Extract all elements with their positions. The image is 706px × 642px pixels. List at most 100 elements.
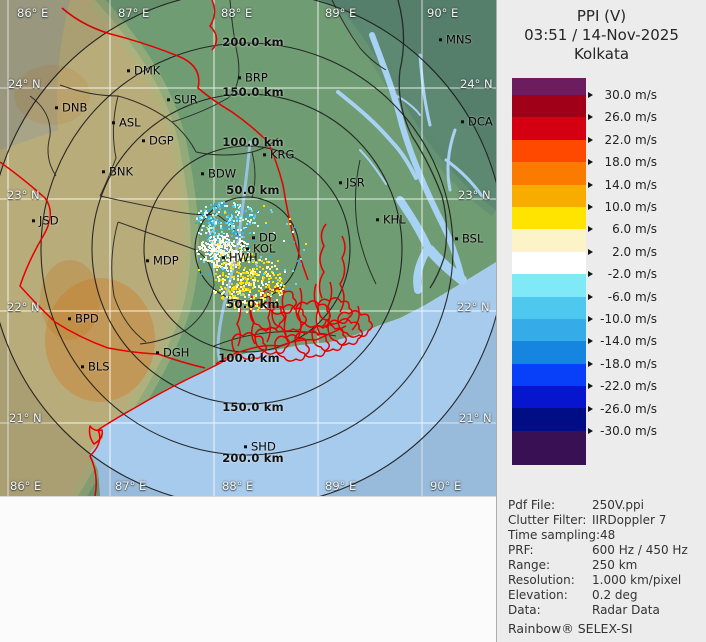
legend-band (512, 206, 586, 230)
legend-band (512, 318, 586, 342)
tick-arrow-icon (588, 383, 593, 390)
map-art (0, 0, 496, 496)
legend-color-bar (512, 78, 586, 465)
info-value: 48 (600, 528, 616, 542)
legend-band (512, 386, 586, 409)
legend-tick: -2.0 m/s (588, 267, 657, 281)
info-value: 250V.ppi (592, 498, 644, 512)
software-brand: Rainbow® SELEX-SI (508, 621, 633, 636)
tick-label: -30.0 m/s (600, 424, 657, 438)
tick-arrow-icon (588, 204, 593, 210)
info-row: Pdf File: 250V.ppi (497, 498, 706, 513)
tick-arrow-icon (588, 181, 593, 188)
tick-label: -10.0 m/s (600, 312, 657, 326)
tick-arrow-icon (588, 360, 593, 367)
tick-label: -14.0 m/s (600, 334, 657, 349)
info-row: Range: 250 km (497, 558, 706, 573)
tick-arrow-icon (588, 159, 593, 166)
legend-band (512, 78, 586, 95)
river-network (216, 32, 484, 364)
tick-label: 14.0 m/s (604, 177, 657, 192)
legend-band (512, 162, 586, 185)
tick-arrow-icon (588, 226, 593, 233)
legend-band (512, 430, 586, 465)
terrain-ne-edge (334, 3, 496, 216)
legend-tick: -10.0 m/s (588, 312, 657, 326)
timestamp: 03:51 / 14-Nov-2025 (524, 26, 679, 44)
legend-band (512, 117, 586, 140)
info-row: Elevation: 0.2 deg (497, 588, 706, 603)
terrain-brown-patch (14, 65, 90, 125)
legend-band (512, 229, 586, 252)
tick-arrow-icon (588, 136, 593, 143)
info-row: PRF: 600 Hz / 450 Hz (497, 543, 706, 558)
info-row: Resolution: 1.000 km/pixel (497, 573, 706, 588)
tick-label: -22.0 m/s (600, 379, 657, 394)
terrain-nw-gray (0, 0, 70, 150)
legend-band (512, 408, 586, 431)
info-label: Time sampling: (508, 528, 601, 542)
legend-tick: -26.0 m/s (588, 402, 657, 416)
tick-arrow-icon (588, 428, 593, 434)
tick-arrow-icon (588, 293, 593, 300)
tick-label: 10.0 m/s (604, 200, 657, 214)
tick-arrow-icon (588, 114, 593, 121)
info-value: 600 Hz / 450 Hz (592, 543, 688, 557)
tick-label: 30.0 m/s (604, 88, 657, 102)
info-value: 250 km (592, 558, 638, 572)
tick-label: -26.0 m/s (600, 401, 657, 416)
legend-band (512, 363, 586, 387)
color-legend: 30.0 m/s 26.0 m/s 22.0 m/s 18.0 m/s 14.0 m/s… (512, 78, 692, 468)
tick-arrow-icon (588, 248, 593, 255)
info-value: Radar Data (592, 603, 660, 617)
radar-map: 200.0 km 150.0 km 100.0 km 50.0 km 50.0 km 10… (0, 0, 496, 496)
tick-label: 18.0 m/s (604, 155, 657, 170)
legend-tick: 22.0 m/s (588, 133, 657, 147)
outside-range-dim (0, 0, 496, 496)
legend-band (512, 184, 586, 207)
tick-label: -6.0 m/s (607, 289, 657, 304)
legend-tick: -22.0 m/s (588, 379, 657, 393)
legend-band (512, 139, 586, 163)
info-label: Elevation: (508, 588, 568, 602)
info-value: IIRDoppler 7 (592, 513, 667, 527)
tick-label: 6.0 m/s (612, 222, 657, 237)
title-block: PPI (V) 03:51 / 14-Nov-2025 Kolkata (497, 7, 706, 64)
site-name: Kolkata (573, 45, 630, 63)
info-label: Pdf File: (508, 498, 556, 512)
range-rings (0, 0, 496, 496)
legend-tick: 30.0 m/s (588, 88, 657, 102)
legend-band (512, 341, 586, 364)
legend-band (512, 274, 586, 297)
legend-tick: 10.0 m/s (588, 200, 657, 214)
info-label: Clutter Filter: (508, 513, 587, 527)
info-label: Resolution: (508, 573, 575, 587)
info-row: Time sampling: 48 (497, 528, 706, 543)
legend-tick: 2.0 m/s (588, 245, 657, 259)
product-title: PPI (V) (576, 7, 627, 25)
terrain-orange-patch (45, 278, 155, 402)
info-label: Data: (508, 603, 541, 617)
legend-tick: 18.0 m/s (588, 155, 657, 169)
legend-tick: -30.0 m/s (588, 424, 657, 438)
tick-arrow-icon (588, 405, 593, 412)
legend-band (512, 296, 586, 319)
tick-label: 26.0 m/s (604, 110, 657, 125)
tick-arrow-icon (588, 338, 593, 345)
legend-tick: -18.0 m/s (588, 357, 657, 371)
info-panel: PPI (V) 03:51 / 14-Nov-2025 Kolkata 30.0… (496, 0, 706, 642)
tick-arrow-icon (588, 271, 593, 278)
legend-tick: 14.0 m/s (588, 178, 657, 192)
info-row: Clutter Filter: IIRDoppler 7 (497, 513, 706, 528)
terrain-transition (71, 0, 199, 496)
red-boundaries (0, 0, 374, 496)
legend-tick: -14.0 m/s (588, 334, 657, 348)
scan-info-table: Pdf File: 250V.ppi Clutter Filter: IIRDoppl… (497, 498, 706, 618)
legend-band (512, 95, 586, 118)
legend-tick: -6.0 m/s (588, 290, 657, 304)
terrain-orange-patch (40, 260, 100, 340)
info-value: 0.2 deg (592, 588, 638, 602)
info-label: Range: (508, 558, 551, 572)
tick-label: -2.0 m/s (607, 267, 657, 282)
